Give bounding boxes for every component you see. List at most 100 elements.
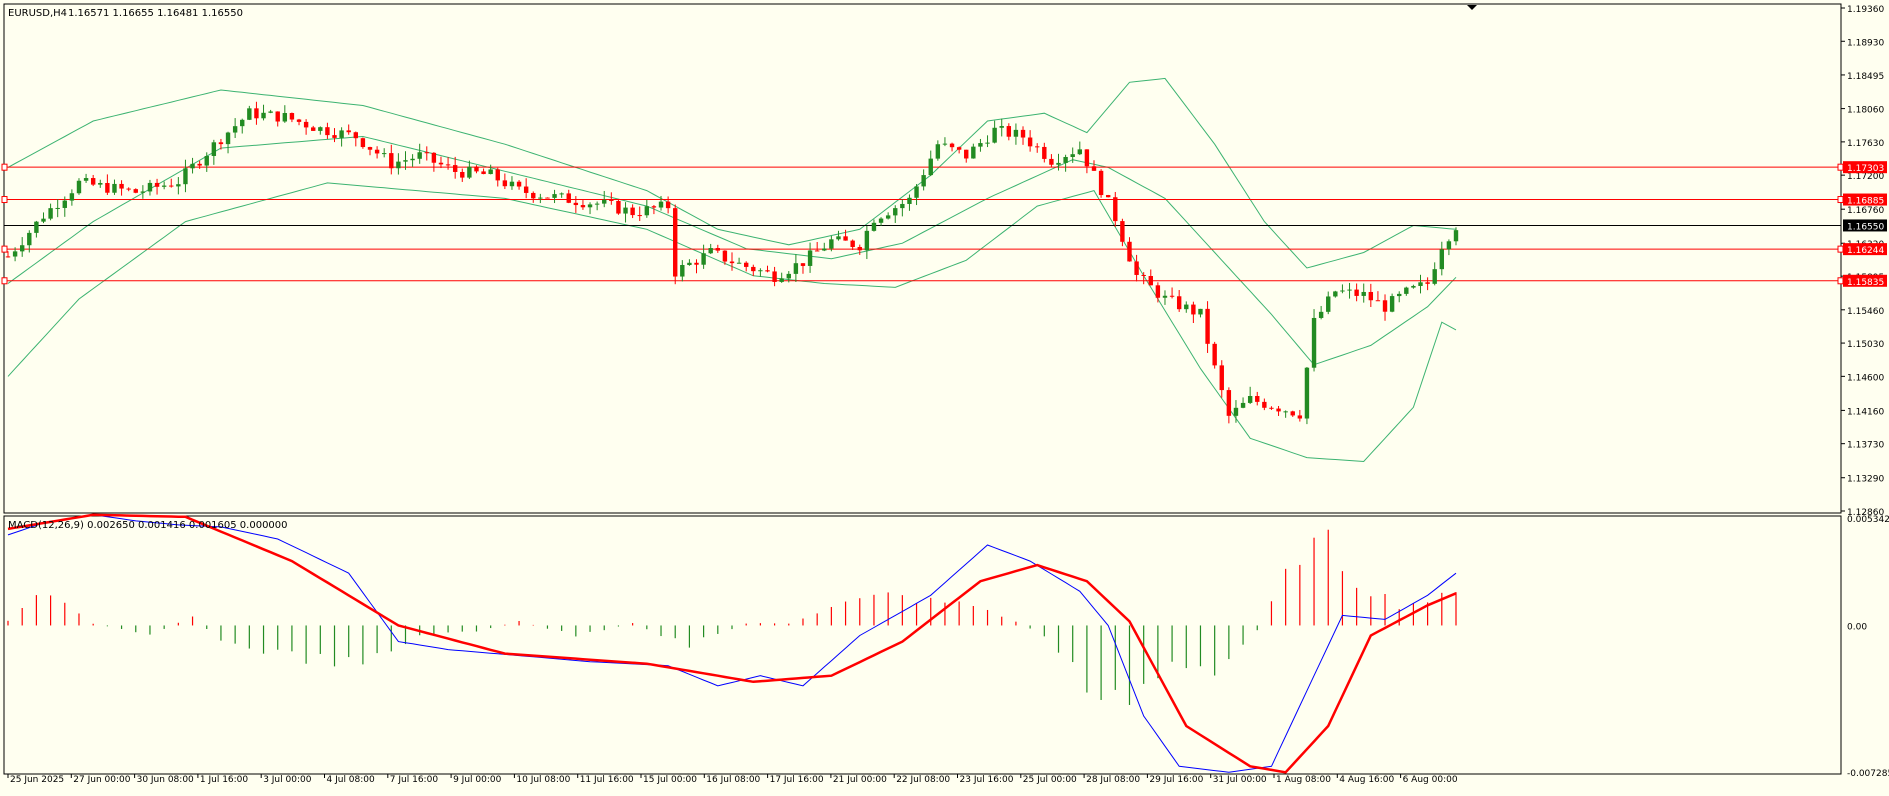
candle-bear xyxy=(673,208,678,277)
candle-bull xyxy=(83,178,89,181)
candle-bear xyxy=(1297,415,1303,419)
candle-bull xyxy=(538,197,543,199)
candle-bear xyxy=(1382,300,1388,312)
candle-bear xyxy=(1276,408,1281,412)
candle-bull xyxy=(602,199,607,204)
candle-bull xyxy=(247,108,252,120)
candle-bull xyxy=(793,263,799,274)
level-line-handle-left xyxy=(1,163,8,171)
candle-bear xyxy=(616,200,621,214)
time-tick-label: 27 Jun 00:00 xyxy=(73,775,130,785)
price-tick-label: 1.13730 xyxy=(1847,441,1884,451)
price-tick-label: 1.12860 xyxy=(1847,508,1884,518)
time-tick-label: 1 Jul 16:00 xyxy=(200,775,249,785)
candle-bull xyxy=(708,248,713,254)
candle-bear xyxy=(1155,285,1161,298)
candle-bull xyxy=(999,126,1004,128)
candle-bear xyxy=(460,171,465,178)
time-tick-label: 4 Aug 16:00 xyxy=(1339,775,1394,785)
price-level-tag xyxy=(1843,219,1887,232)
macd-tick-label: 0.00 xyxy=(1847,622,1867,632)
time-tick-label: 4 Jul 08:00 xyxy=(327,775,376,785)
candle-bull xyxy=(190,163,195,169)
price-tick-label: 1.17630 xyxy=(1847,139,1884,149)
candle-bear xyxy=(1141,274,1146,276)
candle-bear xyxy=(609,199,614,201)
candle-bull xyxy=(282,113,288,122)
candle-bull xyxy=(942,143,948,145)
time-axis: 25 Jun 2025 27 Jun 00:00 30 Jun 08:00 1 Jul… xyxy=(7,774,1458,785)
macd-plot[interactable] xyxy=(7,513,1457,774)
candle-bull xyxy=(34,221,39,233)
candle-bull xyxy=(864,230,870,251)
candle-bear xyxy=(1375,300,1381,302)
candle-bear xyxy=(431,152,437,163)
time-tick-label: 21 Jul 00:00 xyxy=(833,775,887,785)
candle-bear xyxy=(1006,126,1012,137)
candle-bull xyxy=(261,112,266,119)
candle-bear xyxy=(254,108,259,119)
candle-bull xyxy=(878,218,884,223)
level-line-handle-right xyxy=(1837,196,1844,204)
candle-bull xyxy=(1453,230,1459,242)
time-tick-label: 16 Jul 08:00 xyxy=(706,775,760,785)
macd-indicator-label: MACD(12,26,9) 0.002650 0.001416 0.001605… xyxy=(8,520,288,531)
signal-line xyxy=(7,513,1457,774)
candle-bear xyxy=(90,178,96,185)
candle-bear xyxy=(1049,158,1054,165)
candle-bear xyxy=(105,182,110,193)
candle-bull xyxy=(992,127,997,143)
candle-bull xyxy=(1063,156,1068,163)
candle-bear xyxy=(630,207,635,216)
candle-bear xyxy=(722,250,728,262)
time-tick-label: 3 Jul 00:00 xyxy=(263,775,312,785)
candle-bear xyxy=(715,248,721,251)
candle-bull xyxy=(658,201,664,208)
level-line-handle-right xyxy=(1837,277,1844,285)
level-line-handle-left xyxy=(1,245,8,253)
candle-bull xyxy=(410,158,415,161)
candle-bull xyxy=(1318,311,1324,318)
candle-bull xyxy=(822,248,827,251)
candle-bull xyxy=(559,193,564,195)
candle-bull xyxy=(240,119,245,127)
candle-bull xyxy=(55,207,60,209)
macd-tick-label: 0.005342 xyxy=(1847,515,1889,525)
candle-bear xyxy=(800,263,806,266)
chart-shift-marker[interactable] xyxy=(1467,5,1477,10)
time-tick-label: 17 Jul 16:00 xyxy=(770,775,824,785)
candle-bear xyxy=(964,149,969,159)
candle-bull xyxy=(12,251,18,257)
candle-bear xyxy=(353,132,359,139)
candle-bear xyxy=(218,142,224,145)
price-tick-label: 1.18060 xyxy=(1847,106,1884,116)
time-tick-label: 23 Jul 16:00 xyxy=(960,775,1014,785)
candle-bull xyxy=(907,197,912,204)
price-level-tag-label: 1.15835 xyxy=(1847,278,1884,288)
price-plot[interactable] xyxy=(1,77,1844,463)
price-tick-label: 1.13290 xyxy=(1847,475,1884,485)
candle-bull xyxy=(1361,291,1366,296)
candle-bull xyxy=(467,166,472,178)
price-level-tag xyxy=(1843,161,1887,174)
price-level-tag-label: 1.17303 xyxy=(1847,164,1884,174)
candle-bear xyxy=(1027,137,1033,147)
candle-bear xyxy=(949,143,955,148)
candle-bear xyxy=(1113,197,1118,222)
time-tick-label: 15 Jul 00:00 xyxy=(643,775,697,785)
candle-bear xyxy=(1105,195,1111,198)
candle-bear xyxy=(325,127,330,136)
level-line-handle-right xyxy=(1837,163,1844,171)
price-level-tag-label: 1.16885 xyxy=(1847,197,1884,207)
candle-bull xyxy=(183,168,188,185)
time-tick-label: 30 Jun 08:00 xyxy=(137,775,194,785)
candle-bull xyxy=(27,232,32,246)
candle-bear xyxy=(1098,170,1104,196)
price-tick-label: 1.15460 xyxy=(1847,307,1884,317)
candle-bull xyxy=(829,239,834,249)
time-tick-label: 7 Jul 16:00 xyxy=(390,775,439,785)
time-tick-label: 25 Jul 00:00 xyxy=(1023,775,1077,785)
candle-bear xyxy=(1084,149,1090,167)
